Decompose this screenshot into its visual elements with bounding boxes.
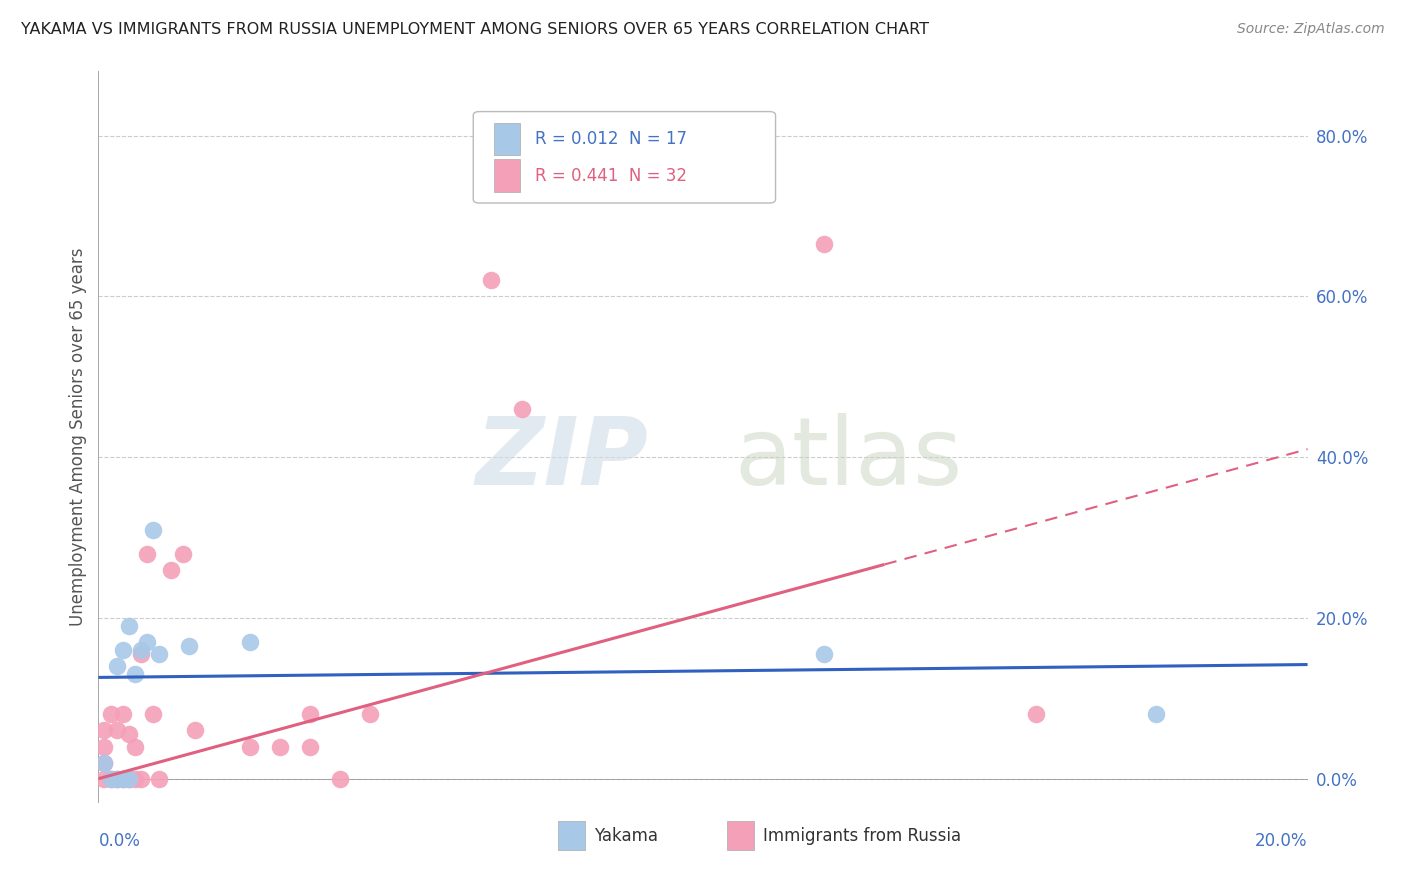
- Point: [269, 739, 291, 754]
- Point: [124, 667, 146, 681]
- Point: [1024, 707, 1046, 722]
- Point: [93, 756, 115, 770]
- Point: [142, 707, 165, 722]
- Point: [129, 647, 152, 661]
- Point: [299, 707, 322, 722]
- Point: [239, 635, 262, 649]
- Point: [111, 643, 134, 657]
- Point: [105, 772, 128, 786]
- Point: [329, 772, 352, 786]
- Point: [135, 547, 157, 561]
- Point: [124, 739, 146, 754]
- Point: [118, 619, 141, 633]
- Point: [105, 772, 128, 786]
- Point: [93, 772, 115, 786]
- Bar: [494, 122, 520, 155]
- Point: [111, 707, 134, 722]
- Point: [510, 401, 533, 416]
- Point: [481, 273, 503, 287]
- Text: Source: ZipAtlas.com: Source: ZipAtlas.com: [1237, 22, 1385, 37]
- Point: [179, 639, 201, 653]
- Text: Yakama: Yakama: [595, 827, 658, 845]
- Point: [813, 237, 835, 252]
- Bar: [494, 159, 520, 192]
- Point: [360, 707, 382, 722]
- Point: [129, 772, 152, 786]
- Point: [105, 659, 128, 673]
- Point: [1144, 707, 1167, 722]
- Text: R = 0.012  N = 17: R = 0.012 N = 17: [534, 130, 688, 148]
- Bar: [558, 821, 585, 850]
- Point: [172, 547, 194, 561]
- Point: [813, 647, 835, 661]
- FancyBboxPatch shape: [474, 112, 776, 203]
- Point: [299, 739, 322, 754]
- Point: [135, 635, 157, 649]
- Point: [239, 739, 262, 754]
- Bar: [727, 821, 754, 850]
- Point: [105, 723, 128, 738]
- Point: [93, 739, 115, 754]
- Point: [100, 772, 122, 786]
- Point: [100, 772, 122, 786]
- Point: [93, 723, 115, 738]
- Point: [129, 643, 152, 657]
- Point: [118, 727, 141, 741]
- Point: [118, 772, 141, 786]
- Point: [100, 707, 122, 722]
- Text: Immigrants from Russia: Immigrants from Russia: [763, 827, 962, 845]
- Point: [111, 772, 134, 786]
- Text: YAKAMA VS IMMIGRANTS FROM RUSSIA UNEMPLOYMENT AMONG SENIORS OVER 65 YEARS CORREL: YAKAMA VS IMMIGRANTS FROM RUSSIA UNEMPLO…: [21, 22, 929, 37]
- Point: [124, 772, 146, 786]
- Point: [184, 723, 207, 738]
- Point: [93, 756, 115, 770]
- Text: R = 0.441  N = 32: R = 0.441 N = 32: [534, 167, 688, 185]
- Text: 0.0%: 0.0%: [98, 832, 141, 850]
- Text: atlas: atlas: [734, 413, 962, 505]
- Text: 20.0%: 20.0%: [1256, 832, 1308, 850]
- Point: [118, 772, 141, 786]
- Y-axis label: Unemployment Among Seniors over 65 years: Unemployment Among Seniors over 65 years: [69, 248, 87, 626]
- Point: [111, 772, 134, 786]
- Point: [160, 563, 183, 577]
- Text: ZIP: ZIP: [475, 413, 648, 505]
- Point: [148, 772, 170, 786]
- Point: [142, 523, 165, 537]
- Point: [148, 647, 170, 661]
